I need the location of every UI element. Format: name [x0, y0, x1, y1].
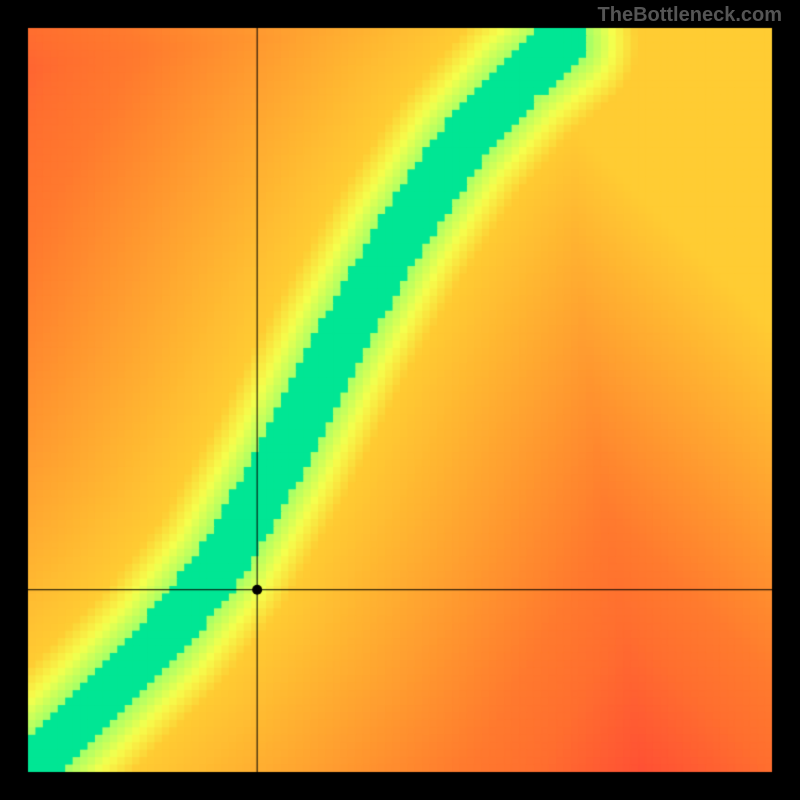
bottleneck-heatmap [0, 0, 800, 800]
watermark-text: TheBottleneck.com [598, 4, 782, 27]
